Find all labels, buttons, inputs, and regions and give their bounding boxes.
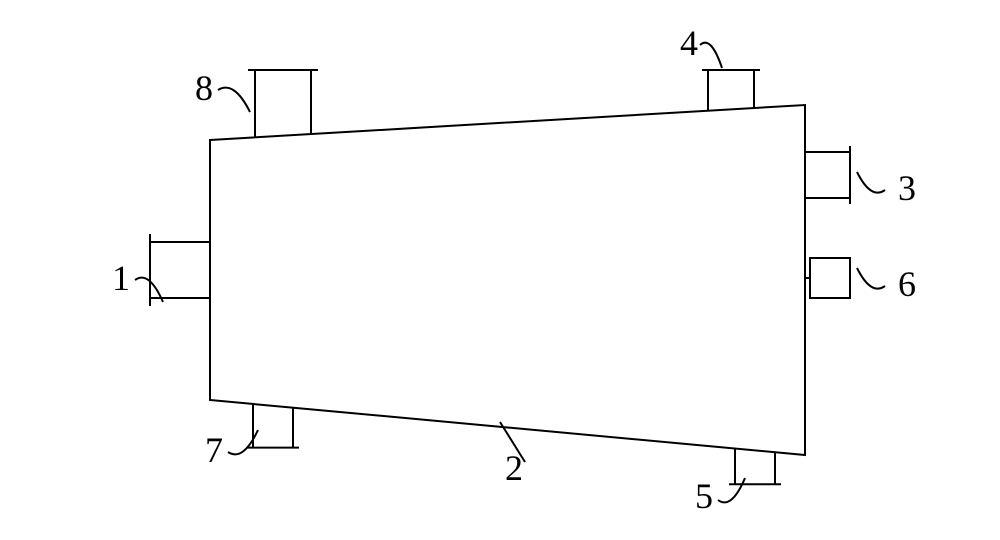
leader-3 xyxy=(857,172,885,193)
leader-4 xyxy=(700,43,722,68)
label-8: 8 xyxy=(195,68,213,108)
leader-5 xyxy=(718,478,745,502)
label-7: 7 xyxy=(205,430,223,470)
leader-8 xyxy=(218,88,250,112)
label-5: 5 xyxy=(695,476,713,516)
label-2: 2 xyxy=(505,448,523,488)
leader-6 xyxy=(857,268,885,289)
label-1: 1 xyxy=(112,258,130,298)
label-3: 3 xyxy=(898,168,916,208)
sight-glass xyxy=(810,258,850,298)
label-6: 6 xyxy=(898,264,916,304)
vessel-body xyxy=(210,105,805,455)
label-4: 4 xyxy=(680,23,698,63)
